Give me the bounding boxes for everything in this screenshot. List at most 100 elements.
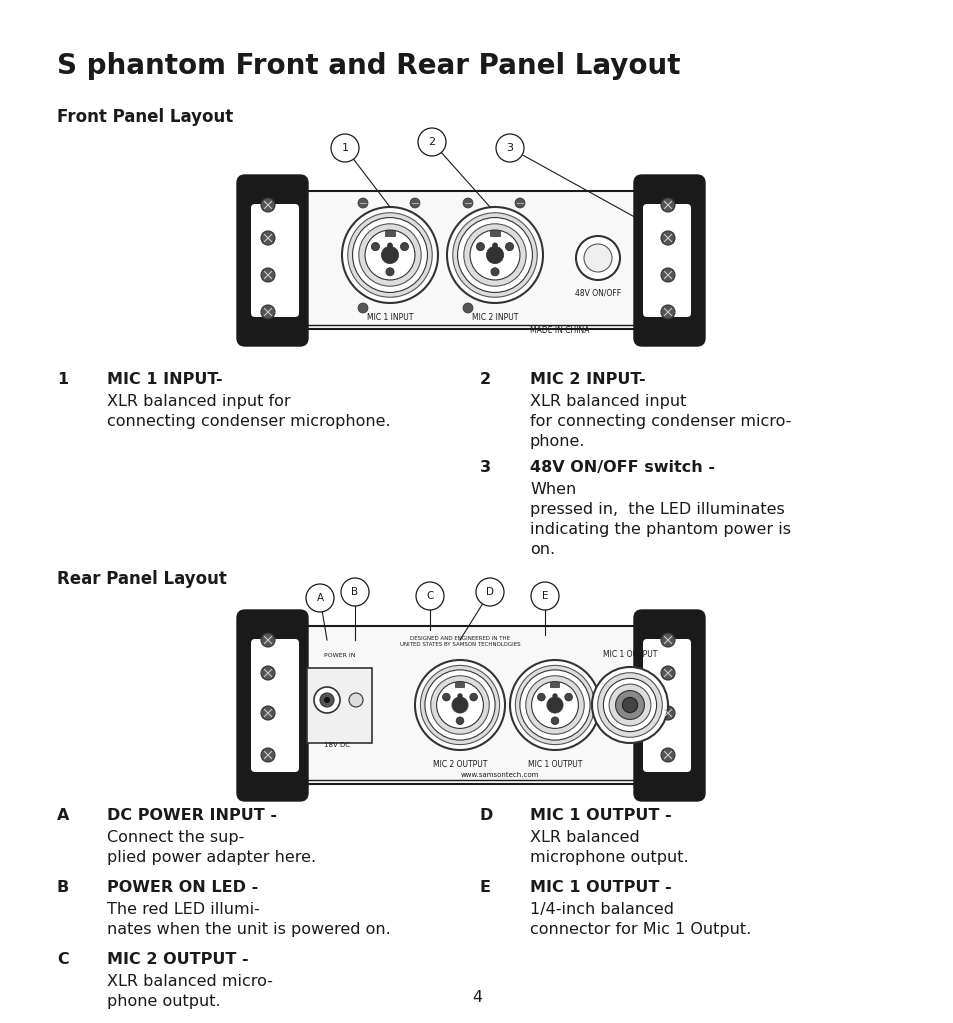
Circle shape xyxy=(510,660,599,750)
Text: MIC 2 INPUT: MIC 2 INPUT xyxy=(472,313,517,322)
Circle shape xyxy=(463,224,526,286)
FancyBboxPatch shape xyxy=(236,610,308,801)
Text: C: C xyxy=(426,591,434,601)
Circle shape xyxy=(531,582,558,610)
Circle shape xyxy=(515,665,594,745)
Circle shape xyxy=(365,230,415,280)
Text: plied power adapter here.: plied power adapter here. xyxy=(107,850,315,865)
Circle shape xyxy=(621,698,637,713)
Circle shape xyxy=(660,706,675,720)
Text: B: B xyxy=(57,880,70,895)
Text: E: E xyxy=(479,880,491,895)
Text: S phantom Front and Rear Panel Layout: S phantom Front and Rear Panel Layout xyxy=(57,52,679,80)
Text: 18V DC: 18V DC xyxy=(324,742,350,748)
Circle shape xyxy=(564,694,572,701)
Circle shape xyxy=(457,218,532,293)
Circle shape xyxy=(660,305,675,319)
Text: MIC 1 OUTPUT -: MIC 1 OUTPUT - xyxy=(530,880,677,895)
Circle shape xyxy=(348,213,432,298)
Circle shape xyxy=(353,218,427,293)
Text: 48V ON/OFF: 48V ON/OFF xyxy=(575,288,620,297)
Text: MIC 1 INPUT: MIC 1 INPUT xyxy=(366,313,413,322)
Circle shape xyxy=(491,268,498,276)
Circle shape xyxy=(417,128,446,155)
Circle shape xyxy=(552,694,558,699)
Circle shape xyxy=(416,582,443,610)
Text: XLR balanced input: XLR balanced input xyxy=(530,394,685,409)
Text: phone.: phone. xyxy=(530,434,585,449)
Bar xyxy=(307,668,372,743)
Text: indicating the phantom power is: indicating the phantom power is xyxy=(530,522,790,537)
Circle shape xyxy=(261,706,274,720)
Circle shape xyxy=(546,697,562,713)
Text: MIC 1 OUTPUT -: MIC 1 OUTPUT - xyxy=(530,808,677,822)
Circle shape xyxy=(387,242,393,249)
Circle shape xyxy=(371,242,379,251)
Circle shape xyxy=(314,687,339,713)
Circle shape xyxy=(531,681,578,728)
Text: pressed in,  the LED illuminates: pressed in, the LED illuminates xyxy=(530,502,784,517)
Circle shape xyxy=(456,717,463,724)
Text: MADE IN CHINA: MADE IN CHINA xyxy=(530,326,589,335)
Text: B: B xyxy=(351,587,358,597)
Circle shape xyxy=(452,697,468,713)
Circle shape xyxy=(608,684,650,726)
Circle shape xyxy=(537,694,544,701)
Circle shape xyxy=(660,633,675,647)
Text: When: When xyxy=(530,482,576,497)
Circle shape xyxy=(453,213,537,298)
Circle shape xyxy=(261,268,274,282)
Text: MIC 1 OUTPUT: MIC 1 OUTPUT xyxy=(527,760,581,769)
Circle shape xyxy=(525,676,583,735)
Circle shape xyxy=(602,678,656,731)
Text: phone output.: phone output. xyxy=(107,994,220,1009)
Circle shape xyxy=(660,268,675,282)
Text: on.: on. xyxy=(530,542,555,557)
Circle shape xyxy=(324,697,330,703)
Text: Front Panel Layout: Front Panel Layout xyxy=(57,108,233,126)
Circle shape xyxy=(431,676,489,735)
Text: Connect the sup-: Connect the sup- xyxy=(107,830,244,845)
Text: connector for Mic 1 Output.: connector for Mic 1 Output. xyxy=(530,922,750,937)
Text: A: A xyxy=(57,808,70,822)
Circle shape xyxy=(442,694,450,701)
Text: 3: 3 xyxy=(479,460,491,475)
Circle shape xyxy=(486,247,503,264)
Text: for connecting condenser micro-: for connecting condenser micro- xyxy=(530,414,791,429)
Text: C: C xyxy=(57,952,69,967)
Circle shape xyxy=(261,305,274,319)
Text: MIC 2 INPUT-: MIC 2 INPUT- xyxy=(530,372,651,387)
Circle shape xyxy=(476,578,503,606)
Circle shape xyxy=(505,242,513,251)
Text: MIC 2 OUTPUT -: MIC 2 OUTPUT - xyxy=(107,952,254,967)
Bar xyxy=(455,681,464,687)
Circle shape xyxy=(576,236,619,280)
FancyBboxPatch shape xyxy=(236,175,308,346)
Circle shape xyxy=(386,268,394,276)
Text: D: D xyxy=(479,808,493,822)
Bar xyxy=(490,230,499,235)
Text: MIC 1 OUTPUT: MIC 1 OUTPUT xyxy=(602,650,657,659)
Circle shape xyxy=(615,691,644,719)
Circle shape xyxy=(462,198,473,208)
Bar xyxy=(550,681,558,687)
Text: A: A xyxy=(316,593,323,603)
Circle shape xyxy=(551,717,558,724)
Text: DESIGNED AND ENGINEERED IN THE
UNITED STATES BY SAMSON TECHNOLOGIES: DESIGNED AND ENGINEERED IN THE UNITED ST… xyxy=(399,636,519,647)
Circle shape xyxy=(447,207,542,303)
Text: microphone output.: microphone output. xyxy=(530,850,688,865)
Text: 1: 1 xyxy=(341,143,348,153)
Text: D: D xyxy=(485,587,494,597)
Circle shape xyxy=(319,693,334,707)
Circle shape xyxy=(261,198,274,212)
Circle shape xyxy=(349,693,363,707)
Circle shape xyxy=(410,198,419,208)
Text: 2: 2 xyxy=(479,372,491,387)
FancyBboxPatch shape xyxy=(634,610,704,801)
Text: 48V ON/OFF switch -: 48V ON/OFF switch - xyxy=(530,460,720,475)
Text: XLR balanced micro-: XLR balanced micro- xyxy=(107,974,273,989)
Circle shape xyxy=(462,303,473,313)
Text: 3: 3 xyxy=(506,143,513,153)
Circle shape xyxy=(470,230,519,280)
Circle shape xyxy=(420,665,499,745)
